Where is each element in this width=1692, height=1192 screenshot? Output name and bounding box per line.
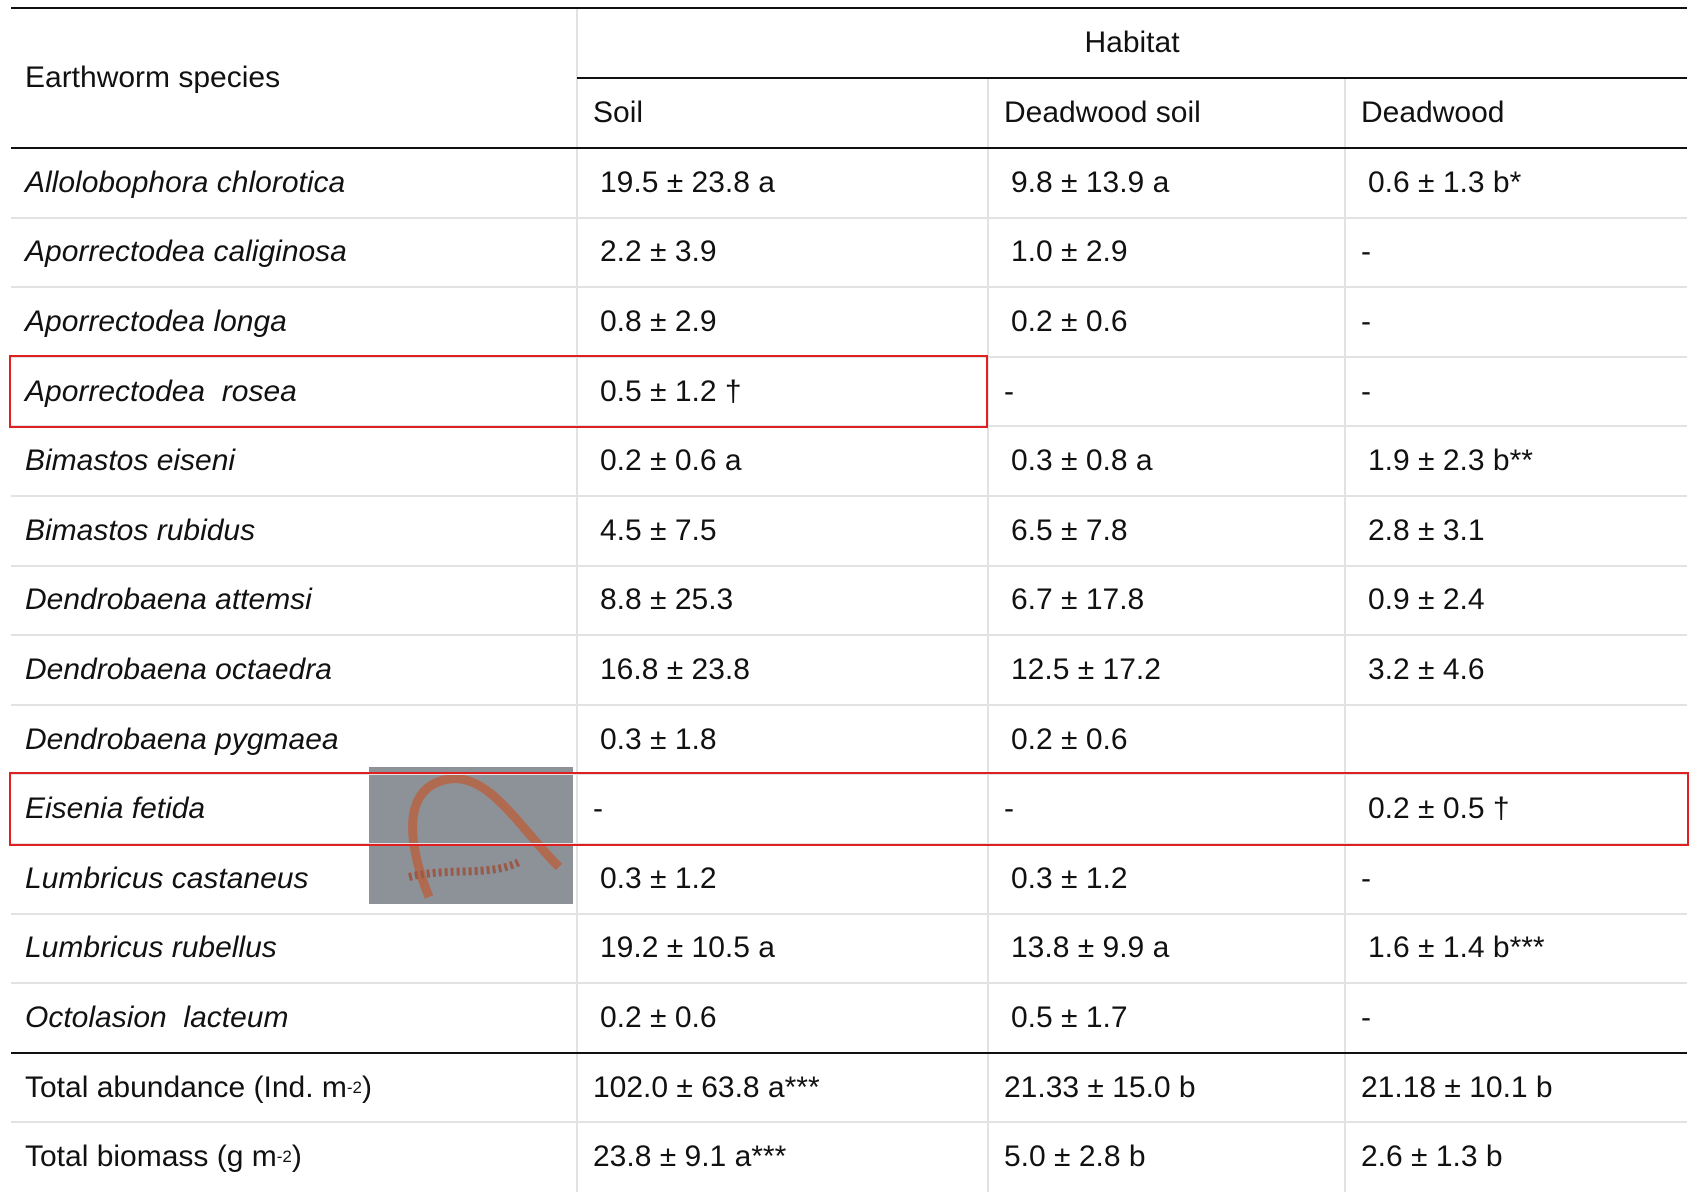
total-label: Total biomass (g m-2) — [11, 1122, 577, 1192]
value-cell: 0.3 ± 1.8 — [577, 705, 988, 775]
species-name: Dendrobaena pygmaea — [11, 705, 577, 775]
value-cell: - — [1345, 218, 1687, 288]
value-cell: 2.2 ± 3.9 — [577, 218, 988, 288]
value-cell: 0.2 ± 0.6 a — [577, 426, 988, 496]
total-label-part: -2 — [347, 1078, 362, 1098]
total-value: 102.0 ± 63.8 a*** — [577, 1053, 988, 1123]
total-label-part: Total biomass (g m — [25, 1140, 277, 1174]
header-rule — [11, 147, 1687, 149]
value-cell: 1.6 ± 1.4 b*** — [1345, 914, 1687, 984]
header-species: Earthworm species — [11, 8, 577, 148]
value-cell: 0.3 ± 1.2 — [988, 844, 1345, 914]
value-cell: 3.2 ± 4.6 — [1345, 635, 1687, 705]
value-cell: 6.7 ± 17.8 — [988, 566, 1345, 636]
total-value: 21.18 ± 10.1 b — [1345, 1053, 1687, 1123]
value-cell: 0.3 ± 0.8 a — [988, 426, 1345, 496]
value-cell: 2.8 ± 3.1 — [1345, 496, 1687, 566]
header-column: Deadwood soil — [988, 78, 1345, 148]
value-cell: 1.9 ± 2.3 b** — [1345, 426, 1687, 496]
highlight-box — [9, 355, 988, 429]
value-cell: - — [1345, 287, 1687, 357]
value-cell: 1.0 ± 2.9 — [988, 218, 1345, 288]
value-cell: - — [988, 357, 1345, 427]
value-cell: 0.9 ± 2.4 — [1345, 566, 1687, 636]
value-cell: 12.5 ± 17.2 — [988, 635, 1345, 705]
value-cell: 13.8 ± 9.9 a — [988, 914, 1345, 984]
value-cell: 4.5 ± 7.5 — [577, 496, 988, 566]
value-cell: 9.8 ± 13.9 a — [988, 148, 1345, 218]
species-name: Octolasion lacteum — [11, 983, 577, 1053]
value-cell: - — [1345, 844, 1687, 914]
value-cell: 0.2 ± 0.6 — [577, 983, 988, 1053]
top-rule — [11, 7, 1687, 9]
total-label: Total abundance (Ind. m-2) — [11, 1053, 577, 1123]
value-cell — [1345, 705, 1687, 775]
col-line — [987, 78, 989, 1192]
species-name: Aporrectodea longa — [11, 287, 577, 357]
value-cell: 0.2 ± 0.6 — [988, 287, 1345, 357]
total-value: 5.0 ± 2.8 b — [988, 1122, 1345, 1192]
total-value: 23.8 ± 9.1 a*** — [577, 1122, 988, 1192]
total-label-part: Total abundance (Ind. m — [25, 1071, 347, 1105]
species-name: Dendrobaena attemsi — [11, 566, 577, 636]
col-line — [576, 8, 578, 1192]
value-cell: 19.2 ± 10.5 a — [577, 914, 988, 984]
species-name: Bimastos eiseni — [11, 426, 577, 496]
species-name: Bimastos rubidus — [11, 496, 577, 566]
value-cell: 6.5 ± 7.8 — [988, 496, 1345, 566]
total-value: 2.6 ± 1.3 b — [1345, 1122, 1687, 1192]
value-cell: 0.5 ± 1.7 — [988, 983, 1345, 1053]
totals-rule — [11, 1052, 1687, 1054]
value-cell: 0.6 ± 1.3 b* — [1345, 148, 1687, 218]
header-column: Soil — [577, 78, 988, 148]
species-name: Dendrobaena octaedra — [11, 635, 577, 705]
total-label-part: -2 — [277, 1147, 292, 1167]
species-name: Aporrectodea caliginosa — [11, 218, 577, 288]
value-cell: 0.8 ± 2.9 — [577, 287, 988, 357]
value-cell: 8.8 ± 25.3 — [577, 566, 988, 636]
highlight-box — [9, 772, 1689, 846]
table-page: Earthworm speciesHabitatSoilDeadwood soi… — [0, 0, 1692, 1192]
total-label-part: ) — [292, 1140, 302, 1174]
species-name: Lumbricus rubellus — [11, 914, 577, 984]
value-cell: - — [1345, 983, 1687, 1053]
total-value: 21.33 ± 15.0 b — [988, 1053, 1345, 1123]
header-group: Habitat — [577, 8, 1687, 78]
value-cell: 0.3 ± 1.2 — [577, 844, 988, 914]
value-cell: 0.2 ± 0.6 — [988, 705, 1345, 775]
col-line — [1344, 78, 1346, 1192]
total-label-part: ) — [362, 1071, 372, 1105]
species-name: Lumbricus castaneus — [11, 844, 577, 914]
value-cell: 16.8 ± 23.8 — [577, 635, 988, 705]
value-cell: 19.5 ± 23.8 a — [577, 148, 988, 218]
value-cell: - — [1345, 357, 1687, 427]
group-rule — [577, 77, 1687, 79]
species-name: Allolobophora chlorotica — [11, 148, 577, 218]
header-column: Deadwood — [1345, 78, 1687, 148]
